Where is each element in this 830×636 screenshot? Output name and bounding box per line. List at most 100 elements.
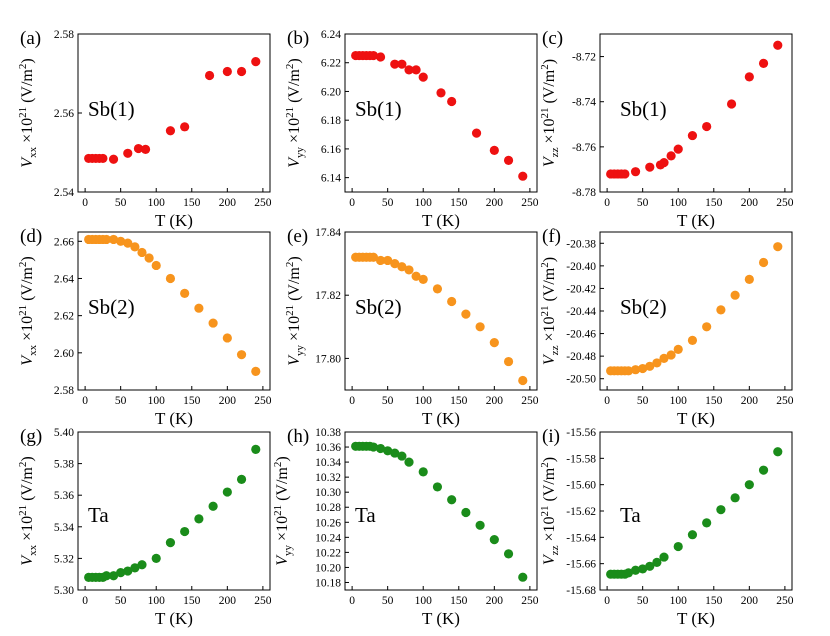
x-tick-label: 0 bbox=[604, 395, 610, 407]
data-point bbox=[630, 167, 641, 177]
x-tick-label: 50 bbox=[637, 595, 649, 607]
x-axis-label: T (K) bbox=[155, 211, 193, 230]
x-tick-label: 50 bbox=[115, 197, 127, 209]
data-point bbox=[130, 563, 140, 573]
y-tick-label: -8.78 bbox=[572, 187, 596, 199]
panel-g: 0 50 100 150 200 250 5.30 5.32 5.34 5.36 5.38 5.40 T… bbox=[17, 426, 272, 628]
x-tick-label: 50 bbox=[382, 595, 394, 607]
data-point bbox=[116, 568, 126, 578]
data-point bbox=[623, 366, 634, 376]
y-tick-label: 10.28 bbox=[315, 502, 341, 514]
species-label: Sb(1) bbox=[88, 97, 135, 121]
data-point bbox=[432, 284, 443, 294]
data-point bbox=[208, 501, 218, 511]
y-tick-label: 2.54 bbox=[54, 187, 74, 199]
y-axis-label: Vyy ×1021 (V/m2) bbox=[272, 456, 294, 565]
x-tick-label: 150 bbox=[705, 595, 723, 607]
y-tick-label: 2.58 bbox=[54, 29, 74, 41]
x-axis-label: T (K) bbox=[677, 211, 715, 230]
x-tick-label: 100 bbox=[415, 395, 433, 407]
data-point bbox=[137, 247, 147, 258]
x-axis-label: T (K) bbox=[422, 609, 460, 628]
data-point bbox=[222, 66, 232, 77]
data-point bbox=[123, 238, 133, 248]
y-tick-label: 10.34 bbox=[315, 457, 341, 469]
panel-label: (d) bbox=[20, 226, 42, 247]
y-axis-label: Vzz ×1021 (V/m2) bbox=[539, 59, 561, 167]
x-tick-label: 150 bbox=[450, 197, 468, 209]
y-tick-label: 10.26 bbox=[315, 517, 341, 529]
data-point bbox=[666, 350, 676, 360]
x-tick-label: 250 bbox=[521, 595, 539, 607]
data-point bbox=[418, 467, 428, 477]
y-tick-label: -20.40 bbox=[566, 261, 596, 273]
y-axis-label: Vxx ×1021 (V/m2) bbox=[17, 58, 39, 167]
y-tick-label: 10.22 bbox=[315, 547, 341, 559]
y-tick-label: 2.58 bbox=[54, 385, 74, 397]
y-tick-label: 6.18 bbox=[321, 115, 341, 127]
y-axis-label: Vyy ×1021 (V/m2) bbox=[284, 256, 306, 365]
data-point bbox=[503, 356, 514, 367]
x-tick-label: 150 bbox=[705, 197, 723, 209]
data-point bbox=[503, 549, 514, 559]
data-point bbox=[730, 493, 740, 503]
y-axis-label: Vzz ×1021 (V/m2) bbox=[539, 457, 561, 565]
data-point bbox=[645, 361, 655, 371]
y-tick-label: -15.66 bbox=[566, 559, 596, 571]
data-point bbox=[397, 59, 407, 69]
y-tick-label: 10.30 bbox=[315, 487, 341, 499]
data-point bbox=[744, 72, 754, 82]
x-tick-label: 0 bbox=[82, 395, 88, 407]
y-tick-label: 17.82 bbox=[315, 290, 341, 302]
data-point bbox=[222, 333, 232, 343]
data-point bbox=[666, 151, 676, 161]
y-tick-label: 2.62 bbox=[54, 311, 74, 323]
y-axis-label: Vzz ×1021 (V/m2) bbox=[539, 257, 561, 365]
data-point bbox=[447, 495, 457, 505]
x-tick-label: 0 bbox=[82, 197, 88, 209]
data-point bbox=[687, 530, 698, 540]
data-point bbox=[165, 126, 176, 136]
data-point bbox=[180, 526, 190, 537]
x-axis-label: T (K) bbox=[155, 409, 193, 428]
data-point bbox=[397, 262, 407, 272]
x-tick-label: 50 bbox=[382, 395, 394, 407]
species-label: Ta bbox=[355, 503, 376, 527]
x-tick-label: 100 bbox=[148, 395, 166, 407]
data-point bbox=[489, 534, 499, 545]
panel-label: (i) bbox=[542, 426, 560, 447]
y-tick-label: 17.80 bbox=[315, 353, 341, 365]
data-point bbox=[503, 155, 514, 165]
x-axis-label: T (K) bbox=[677, 409, 715, 428]
data-point bbox=[144, 253, 154, 263]
data-point bbox=[165, 538, 176, 548]
data-point bbox=[447, 296, 457, 307]
x-tick-label: 0 bbox=[604, 595, 610, 607]
x-tick-label: 150 bbox=[450, 395, 468, 407]
data-point bbox=[194, 514, 204, 524]
data-point bbox=[461, 309, 471, 319]
data-point bbox=[659, 552, 669, 562]
x-tick-label: 200 bbox=[486, 595, 504, 607]
species-label: Sb(1) bbox=[355, 97, 402, 121]
data-point bbox=[411, 65, 421, 75]
x-tick-label: 100 bbox=[148, 197, 166, 209]
data-point bbox=[418, 72, 428, 82]
plot-frame bbox=[344, 33, 538, 193]
y-tick-label: -20.46 bbox=[566, 329, 596, 341]
data-point bbox=[390, 59, 400, 69]
x-tick-label: 250 bbox=[776, 197, 794, 209]
y-tick-label: -8.72 bbox=[572, 52, 596, 64]
data-point bbox=[716, 305, 726, 315]
data-point bbox=[194, 303, 204, 313]
x-tick-label: 250 bbox=[521, 395, 539, 407]
panel-label: (h) bbox=[287, 426, 309, 447]
plot-frame bbox=[344, 431, 538, 591]
x-tick-label: 100 bbox=[415, 197, 433, 209]
data-point bbox=[773, 242, 783, 252]
data-point bbox=[652, 557, 662, 567]
y-axis-label: Vxx ×1021 (V/m2) bbox=[17, 456, 39, 565]
data-point bbox=[383, 255, 393, 266]
data-point bbox=[98, 153, 108, 164]
species-label: Ta bbox=[620, 503, 641, 527]
